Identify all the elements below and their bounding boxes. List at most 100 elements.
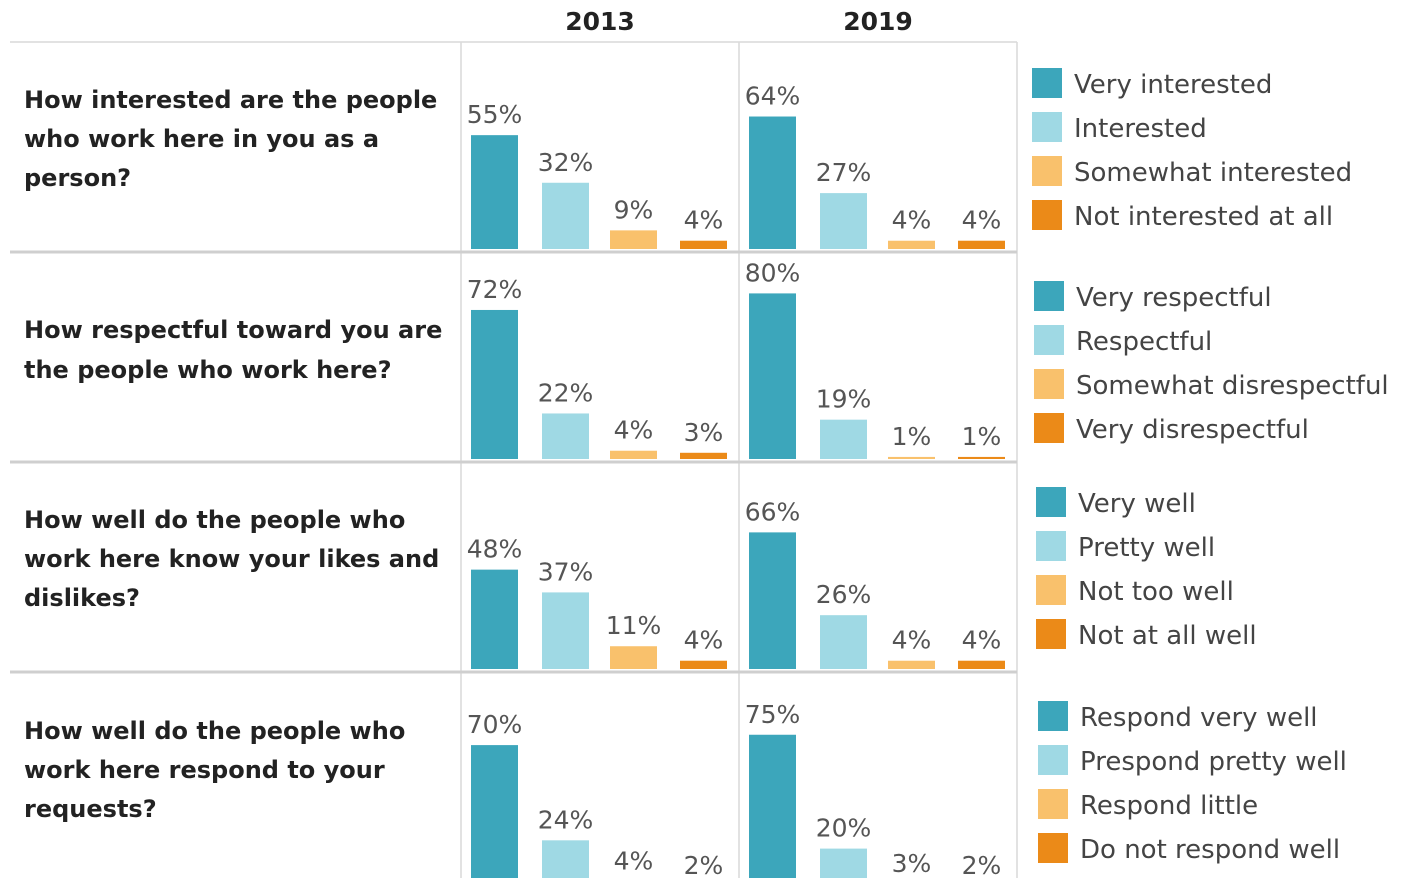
bar-2013-3 <box>610 230 657 249</box>
bar-2019-2 <box>820 848 867 878</box>
legend-swatch <box>1034 281 1064 311</box>
question-text-line: How well do the people who <box>24 717 405 745</box>
bar-value-label: 72% <box>467 275 523 304</box>
bar-2013-1 <box>471 569 518 669</box>
question-text-line: How interested are the people <box>24 86 437 114</box>
legend-label: Not interested at all <box>1074 202 1333 232</box>
legend-swatch <box>1036 619 1066 649</box>
bar-value-label: 11% <box>606 611 662 640</box>
bar-2019-3 <box>888 660 935 669</box>
bar-2019-4 <box>958 660 1005 669</box>
bar-2019-2 <box>820 193 867 249</box>
legend-swatch <box>1034 369 1064 399</box>
bar-2013-2 <box>542 182 589 249</box>
bar-2019-1 <box>749 293 796 459</box>
legend-label: Very disrespectful <box>1076 415 1309 445</box>
bar-value-label: 4% <box>614 416 654 445</box>
question-text-line: requests? <box>24 795 157 823</box>
bar-2019-2 <box>820 419 867 459</box>
legend-label: Pretty well <box>1078 533 1215 563</box>
bar-value-label: 66% <box>745 497 801 526</box>
bar-value-label: 4% <box>684 626 724 655</box>
question-text-line: who work here in you as a <box>24 125 379 153</box>
legend-label: Prespond pretty well <box>1080 747 1347 777</box>
legend-swatch <box>1036 531 1066 561</box>
bar-2013-2 <box>542 840 589 878</box>
bar-value-label: 1% <box>892 422 932 451</box>
bar-value-label: 20% <box>816 814 872 843</box>
year-header-2013: 2013 <box>565 7 635 36</box>
legend-swatch <box>1032 200 1062 230</box>
bar-2013-3 <box>610 646 657 669</box>
bar-value-label: 2% <box>684 851 724 878</box>
question-text-line: the people who work here? <box>24 356 392 384</box>
bar-value-label: 19% <box>816 385 872 414</box>
bar-2013-4 <box>680 452 727 459</box>
legend-swatch <box>1034 413 1064 443</box>
legend-label: Very well <box>1078 489 1196 519</box>
legend-swatch <box>1038 745 1068 775</box>
bar-value-label: 80% <box>745 258 801 287</box>
bar-value-label: 64% <box>745 82 801 111</box>
year-header-2019: 2019 <box>843 7 913 36</box>
legend-swatch <box>1032 112 1062 142</box>
question-text-line: How well do the people who <box>24 506 405 534</box>
bar-value-label: 55% <box>467 100 523 129</box>
bar-2019-2 <box>820 615 867 669</box>
legend-swatch <box>1038 833 1068 863</box>
bar-value-label: 48% <box>467 535 523 564</box>
bar-2013-2 <box>542 592 589 669</box>
legend-swatch <box>1032 156 1062 186</box>
bar-2013-3 <box>610 450 657 459</box>
bar-value-label: 9% <box>614 195 654 224</box>
bar-value-label: 4% <box>962 626 1002 655</box>
question-text-line: work here know your likes and <box>24 545 439 573</box>
bar-value-label: 2% <box>962 851 1002 878</box>
legend-label: Very respectful <box>1076 283 1272 313</box>
bar-value-label: 75% <box>745 700 801 729</box>
bar-2013-2 <box>542 413 589 459</box>
question-text-line: dislikes? <box>24 584 140 612</box>
bar-value-label: 70% <box>467 710 523 739</box>
bar-value-label: 22% <box>538 378 594 407</box>
legend-label: Interested <box>1074 114 1207 144</box>
legend-label: Not at all well <box>1078 621 1257 651</box>
legend-label: Not too well <box>1078 577 1234 607</box>
bar-value-label: 32% <box>538 148 594 177</box>
legend-label: Respond little <box>1080 791 1258 821</box>
legend-label: Very interested <box>1074 70 1272 100</box>
bar-2019-3 <box>888 456 935 459</box>
bar-2019-1 <box>749 116 796 250</box>
bar-2019-1 <box>749 734 796 878</box>
bar-2019-4 <box>958 456 1005 459</box>
question-text-line: How respectful toward you are <box>24 316 442 344</box>
bar-value-label: 24% <box>538 805 594 834</box>
bar-2013-4 <box>680 240 727 249</box>
bar-value-label: 26% <box>816 580 872 609</box>
bar-value-label: 1% <box>962 422 1002 451</box>
bar-2013-1 <box>471 135 518 249</box>
question-text-line: person? <box>24 164 131 192</box>
bar-2019-3 <box>888 240 935 249</box>
bar-value-label: 3% <box>892 849 932 878</box>
bar-2019-1 <box>749 532 796 669</box>
bar-value-label: 3% <box>684 418 724 447</box>
legend-swatch <box>1032 68 1062 98</box>
legend-label: Respond very well <box>1080 703 1318 733</box>
legend-label: Somewhat disrespectful <box>1076 371 1389 401</box>
legend-swatch <box>1036 487 1066 517</box>
bar-2013-1 <box>471 745 518 878</box>
bar-2013-1 <box>471 309 518 459</box>
legend-label: Respectful <box>1076 327 1212 357</box>
legend-swatch <box>1038 789 1068 819</box>
bar-value-label: 4% <box>892 206 932 235</box>
legend-label: Do not respond well <box>1080 835 1340 865</box>
bar-value-label: 4% <box>962 206 1002 235</box>
bar-value-label: 4% <box>892 626 932 655</box>
bar-value-label: 4% <box>684 206 724 235</box>
bar-value-label: 37% <box>538 557 594 586</box>
question-text-line: work here respond to your <box>24 756 385 784</box>
bar-2013-4 <box>680 660 727 669</box>
bar-2019-4 <box>958 240 1005 249</box>
